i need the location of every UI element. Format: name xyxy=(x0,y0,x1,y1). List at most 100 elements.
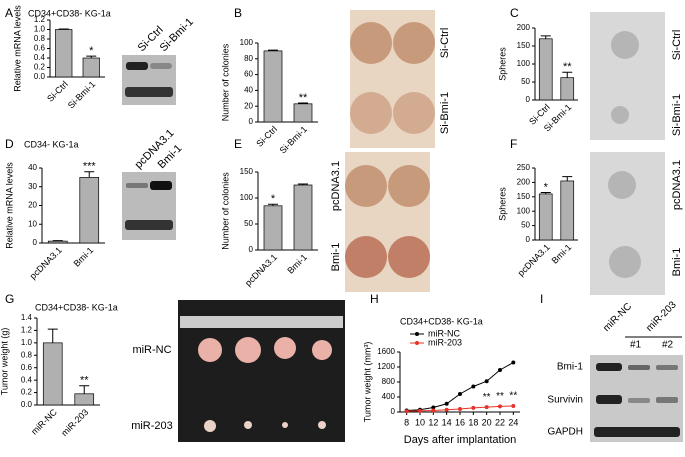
y-axis-label: Relative mRNA levels xyxy=(4,162,14,249)
x-tick-label: 14 xyxy=(442,417,452,427)
y-tick-label: 0.0 xyxy=(34,72,46,81)
image-label: pcDNA3.1 xyxy=(671,160,683,210)
panel-letter: C xyxy=(510,6,519,20)
x-tick-label: Bmi-1 xyxy=(550,242,574,266)
legend-marker xyxy=(415,332,419,336)
bar xyxy=(294,104,312,122)
y-tick-label: 0.2 xyxy=(21,388,33,397)
image-label: Si-Bmi-1 xyxy=(158,16,196,54)
y-tick-label: 0.2 xyxy=(34,63,46,72)
y-tick-label: 100 xyxy=(517,59,531,68)
chart-title: CD34+CD38- KG-1a xyxy=(400,316,483,326)
lane-label: #2 xyxy=(662,340,674,351)
bar xyxy=(539,39,552,100)
error-bar xyxy=(48,329,58,343)
y-tick-label: 0 xyxy=(249,117,254,126)
point xyxy=(445,408,449,412)
x-tick-label: Si-Ctrl xyxy=(45,79,70,104)
y-tick-label: 0.8 xyxy=(34,34,46,43)
error-bar xyxy=(541,36,551,39)
bar xyxy=(43,343,62,405)
significance: * xyxy=(271,193,276,205)
bar xyxy=(75,394,94,405)
panel-letter: G xyxy=(5,292,14,306)
image-label: Si-Ctrl xyxy=(439,28,451,59)
y-tick-label: 20 xyxy=(28,201,37,210)
y-axis-label: Tumor weight (mm³) xyxy=(362,342,372,423)
bar xyxy=(561,181,574,240)
cell-image xyxy=(590,12,665,140)
image-label: Si-Ctrl xyxy=(671,30,683,61)
y-tick-label: 150 xyxy=(517,41,531,50)
y-tick-label: 0.0 xyxy=(21,400,33,409)
point xyxy=(485,405,489,409)
point xyxy=(511,404,515,408)
y-tick-label: 10 xyxy=(28,219,37,228)
x-tick-label: 10 xyxy=(415,417,425,427)
x-tick-label: Si-Ctrl xyxy=(254,124,279,149)
y-tick-label: 250 xyxy=(517,163,531,172)
x-tick-label: 20 xyxy=(482,417,492,427)
tumor-image xyxy=(178,300,345,442)
significance: ** xyxy=(80,375,89,387)
x-tick-label: miR-203 xyxy=(59,407,90,438)
y-tick-label: 50 xyxy=(521,77,530,86)
y-tick-label: 50 xyxy=(244,219,253,228)
x-tick-label: pcDNA3.1 xyxy=(243,252,279,288)
y-tick-label: 1.2 xyxy=(21,326,33,335)
y-tick-label: 800 xyxy=(382,377,396,386)
point xyxy=(498,404,502,408)
significance: ** xyxy=(496,391,504,402)
y-tick-label: 50 xyxy=(521,221,530,230)
significance: ** xyxy=(483,392,491,403)
y-tick-label: 40 xyxy=(244,86,253,95)
row-label: GAPDH xyxy=(547,427,583,438)
panel-letter: E xyxy=(234,137,242,151)
cell-image xyxy=(590,152,665,295)
y-axis-label: Tumor weight (g) xyxy=(0,328,9,396)
point xyxy=(405,409,409,413)
bar xyxy=(539,194,552,240)
panel-letter: B xyxy=(234,6,242,20)
bar xyxy=(56,30,73,78)
y-tick-label: 100 xyxy=(517,206,531,215)
y-tick-label: 200 xyxy=(517,23,531,32)
point xyxy=(418,409,422,413)
y-tick-label: 0 xyxy=(526,95,531,104)
x-tick-label: 16 xyxy=(455,417,465,427)
x-tick-label: miR-NC xyxy=(29,407,59,437)
point xyxy=(485,379,489,383)
y-tick-label: 0.6 xyxy=(34,44,46,53)
image-label: miR-NC xyxy=(132,344,171,356)
bar xyxy=(264,206,282,250)
significance: ** xyxy=(509,391,517,402)
chart-title: CD34- KG-1a xyxy=(24,139,79,149)
image-label: miR-203 xyxy=(131,420,173,432)
significance: ** xyxy=(299,92,308,104)
row-label: Bmi-1 xyxy=(557,362,584,373)
x-tick-label: Bmi-1 xyxy=(285,252,309,276)
significance: *** xyxy=(83,161,97,173)
y-tick-label: 1600 xyxy=(377,347,395,356)
panel-letter: H xyxy=(370,292,379,306)
bar xyxy=(80,177,99,243)
panel-letter: A xyxy=(5,6,13,20)
chart-title: CD34+CD38- KG-1a xyxy=(35,302,118,312)
y-tick-label: 80 xyxy=(244,54,253,63)
y-tick-label: 200 xyxy=(517,178,531,187)
panel-letter: I xyxy=(540,292,543,306)
y-tick-label: 20 xyxy=(244,101,253,110)
y-tick-label: 0 xyxy=(391,407,396,416)
point xyxy=(458,392,462,396)
y-tick-label: 400 xyxy=(382,392,396,401)
significance: * xyxy=(544,181,549,193)
image-label: pcDNA3.1 xyxy=(330,161,342,211)
x-tick-label: 18 xyxy=(468,417,478,427)
significance: ** xyxy=(563,61,572,73)
x-tick-label: 24 xyxy=(508,417,518,427)
column-label: miR-NC xyxy=(601,301,634,334)
x-tick-label: Bmi-1 xyxy=(72,245,96,269)
bar xyxy=(83,58,100,77)
image-label: Bmi-1 xyxy=(671,248,683,277)
y-axis-label: Relative mRNA levels xyxy=(12,5,22,92)
